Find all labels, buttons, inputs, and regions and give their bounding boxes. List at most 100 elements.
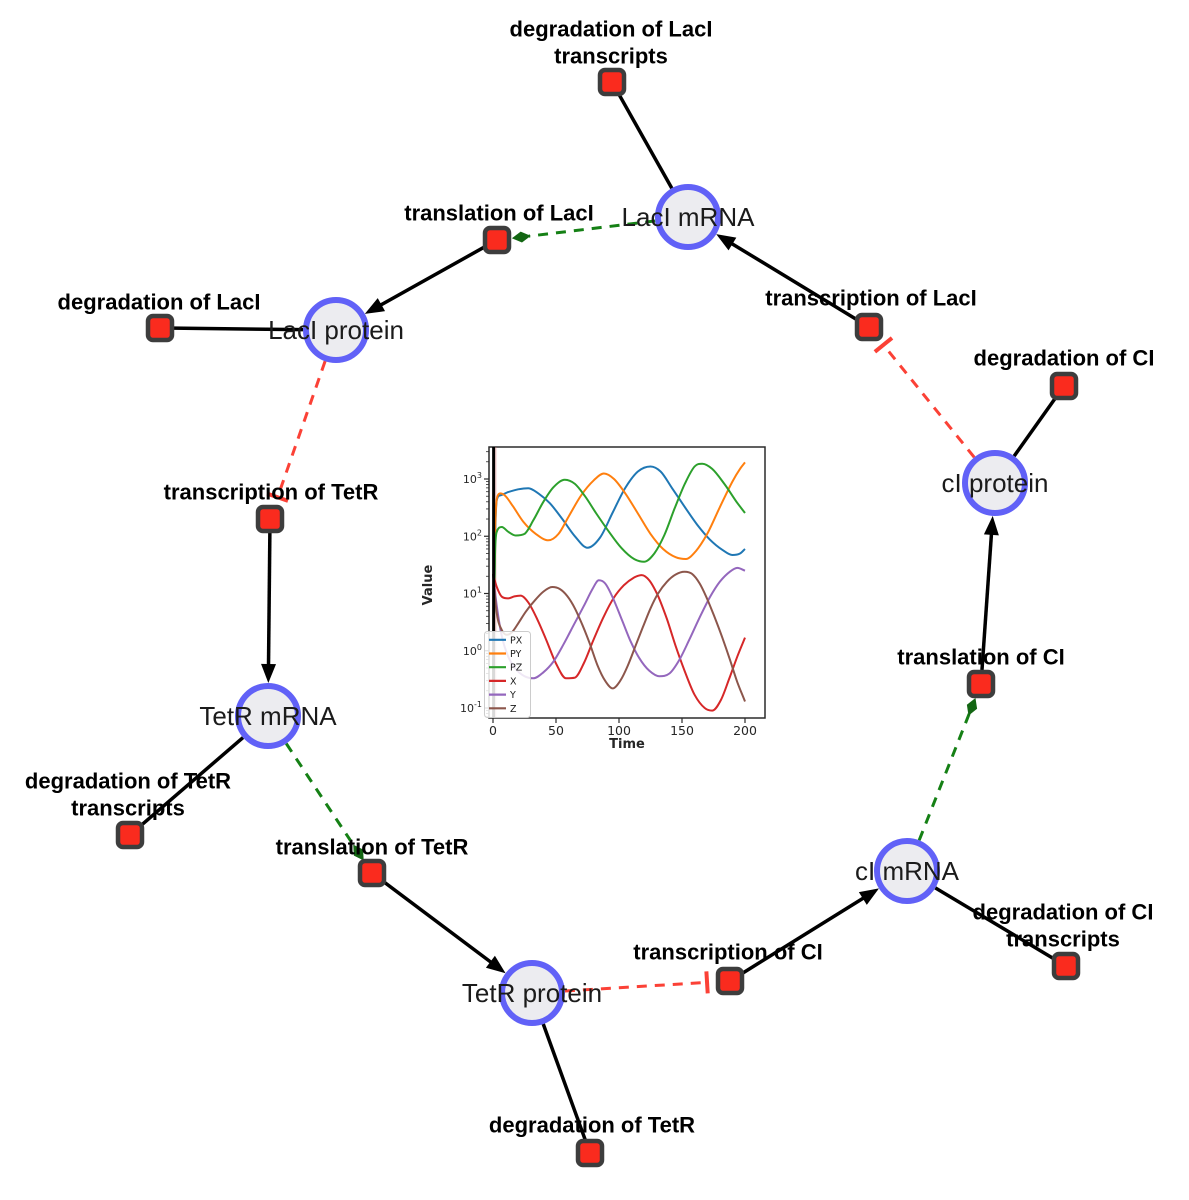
reaction-node-deg_laci[interactable]: degradation of LacI [58, 290, 261, 343]
reaction-node-txn_tetr[interactable]: transcription of TetR [164, 480, 379, 534]
reaction-square[interactable] [597, 67, 627, 97]
y-tick-label: 10-1 [460, 700, 482, 715]
species-label: LacI mRNA [622, 202, 756, 232]
legend-label-Y: Y [509, 690, 516, 701]
species-node-tetr_protein[interactable]: TetR protein [462, 960, 602, 1026]
y-tick-label: 100 [463, 643, 482, 658]
reaction-node-txn_ci[interactable]: transcription of CI [633, 940, 823, 996]
y-tick-label: 103 [463, 471, 482, 486]
reaction-node-transl_laci[interactable]: translation of LacI [404, 201, 594, 255]
reaction-label: transcription of TetR [164, 480, 379, 505]
reaction-label: degradation of CI [973, 900, 1154, 925]
reaction-square[interactable] [482, 225, 512, 255]
reaction-label: degradation of LacI [510, 17, 713, 42]
species-label: cI mRNA [855, 856, 960, 886]
diamond-arrowhead-icon [966, 697, 978, 716]
reaction-node-transl_tetr[interactable]: translation of TetR [276, 835, 469, 888]
reaction-label: transcripts [1006, 927, 1120, 952]
edge-consumption-laci_mrna-deg_laci_tx [617, 93, 674, 190]
reaction-label: transcripts [554, 44, 668, 69]
species-circle[interactable] [235, 683, 301, 749]
series-PY-line [492, 461, 746, 691]
species-node-laci_protein[interactable]: LacI protein [268, 297, 404, 363]
species-node-tetr_mrna[interactable]: TetR mRNA [199, 683, 337, 749]
species-circle[interactable] [874, 838, 940, 904]
x-tick-label: 150 [670, 723, 694, 738]
diamond-arrowhead-icon [511, 231, 531, 243]
reaction-label: translation of LacI [404, 201, 593, 226]
reaction-square[interactable] [966, 669, 996, 699]
edge-consumption-tetr_mrna-deg_tetr_tx [139, 736, 245, 828]
species-node-ci_mrna[interactable]: cI mRNA [855, 838, 960, 904]
edge-production-transl_laci-laci_protein [364, 245, 486, 314]
species-circle[interactable] [962, 450, 1028, 516]
edge-inhibition-laci_protein-txn_tetr [266, 360, 327, 503]
edge-production-transl_ci-ci_protein [980, 515, 999, 671]
reaction-node-transl_ci[interactable]: translation of CI [897, 645, 1065, 699]
legend-label-Z: Z [510, 704, 517, 715]
reaction-label: degradation of CI [974, 346, 1155, 371]
reaction-square[interactable] [715, 966, 745, 996]
species-label: TetR protein [462, 978, 602, 1008]
reaction-node-txn_laci[interactable]: transcription of LacI [765, 286, 977, 342]
legend-label-PZ: PZ [510, 663, 523, 674]
reaction-square[interactable] [1049, 371, 1079, 401]
chart-legend: PX PY PZ XYZ [484, 631, 531, 718]
edges-layer [139, 93, 1058, 1141]
edge-modifier-tetr_mrna-transl_tetr [284, 742, 364, 861]
inhibition-tee-icon [704, 971, 710, 994]
edge-consumption-tetr_protein-deg_tetr [541, 1023, 587, 1141]
arrowhead [261, 663, 277, 684]
x-tick-label: 200 [733, 723, 757, 738]
reaction-square[interactable] [255, 504, 285, 534]
edge-consumption-laci_protein-deg_laci [173, 326, 304, 332]
reaction-label: degradation of TetR [489, 1113, 695, 1138]
arrowhead [858, 888, 879, 905]
species-node-ci_protein[interactable]: cI protein [942, 450, 1049, 516]
reaction-node-deg_ci[interactable]: degradation of CI [974, 346, 1155, 401]
reaction-label: transcription of LacI [765, 286, 976, 311]
reaction-label: transcription of CI [633, 940, 822, 965]
species-label: LacI protein [268, 315, 404, 345]
inhibition-tee-icon [266, 491, 289, 503]
diamond-arrowhead-icon [353, 844, 364, 861]
y-axis-title: Value [421, 564, 436, 605]
reaction-label: transcripts [71, 796, 185, 821]
series-PX-line [492, 465, 746, 691]
edge-production-txn_laci-laci_mrna [716, 234, 858, 322]
reaction-square[interactable] [357, 858, 387, 888]
reaction-label: translation of TetR [276, 835, 469, 860]
species-circle[interactable] [303, 297, 369, 363]
species-label: cI protein [942, 468, 1049, 498]
reaction-square[interactable] [1051, 951, 1081, 981]
x-axis-title: Time [609, 737, 645, 752]
reaction-square[interactable] [115, 820, 145, 850]
reaction-square[interactable] [575, 1138, 605, 1168]
species-label: TetR mRNA [199, 701, 337, 731]
species-circle[interactable] [499, 960, 565, 1026]
series-Z-line [492, 570, 746, 702]
edge-production-txn_ci-ci_mrna [740, 888, 879, 976]
legend-label-PX: PX [510, 635, 523, 646]
arrowhead [485, 955, 506, 974]
species-circle[interactable] [655, 184, 721, 250]
inhibition-tee-icon [873, 336, 894, 354]
species-node-laci_mrna[interactable]: LacI mRNA [622, 184, 756, 250]
reaction-node-deg_tetr[interactable]: degradation of TetR [489, 1113, 695, 1168]
edge-inhibition-tetr_protein-txn_ci [564, 971, 710, 994]
species-layer: LacI mRNA LacI protein TetR mRNA TetR prote… [199, 184, 1049, 1026]
reaction-square[interactable] [145, 313, 175, 343]
legend-label-X: X [510, 676, 517, 687]
reaction-square[interactable] [854, 312, 884, 342]
arrowhead [716, 234, 737, 251]
series-X-line [492, 573, 746, 712]
y-tick-label: 101 [463, 586, 482, 601]
x-tick-label: 50 [548, 723, 564, 738]
reaction-label: degradation of LacI [58, 290, 261, 315]
edge-modifier-laci_mrna-transl_laci [511, 219, 656, 243]
